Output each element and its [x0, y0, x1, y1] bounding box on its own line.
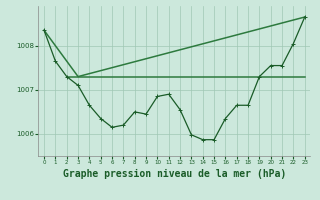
X-axis label: Graphe pression niveau de la mer (hPa): Graphe pression niveau de la mer (hPa)	[63, 169, 286, 179]
